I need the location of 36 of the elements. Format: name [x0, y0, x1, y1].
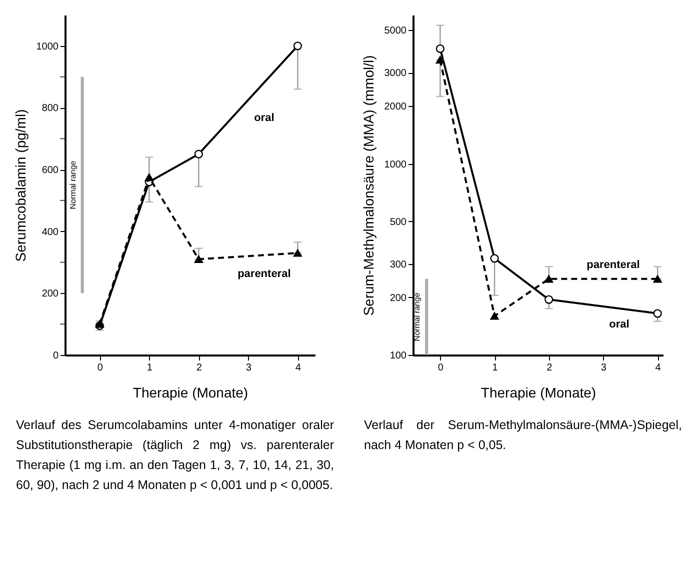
x-tick-label: 0: [97, 362, 104, 374]
series-label: oral: [609, 318, 630, 330]
y-axis-title: Serumcobalamin (pg/ml): [12, 109, 28, 262]
text: Normal range: [412, 292, 422, 342]
y-tick-label: 0: [52, 350, 59, 362]
series-label: oral: [254, 112, 274, 124]
text: Normal range: [68, 160, 78, 210]
x-tick-label: 3: [246, 362, 252, 374]
x-axis-title: Therapie (Monate): [132, 384, 248, 400]
y-tick-label: 3000: [384, 68, 407, 80]
y-tick-label: 600: [42, 165, 59, 176]
x-tick-label: 1: [492, 362, 498, 374]
y-tick-label: 500: [390, 216, 407, 228]
y-tick-label: 200: [42, 288, 59, 300]
x-tick-label: 4: [295, 362, 302, 374]
y-axis-title: Serum-Methylmalonsäure (MMA) (mmol/l): [360, 55, 376, 316]
y-tick-label: 800: [42, 103, 59, 114]
x-tick-label: 2: [196, 362, 202, 374]
x-tick-label: 0: [438, 362, 444, 374]
series-label: parenteral: [238, 268, 291, 280]
y-tick-label: 5000: [384, 26, 407, 37]
x-tick-label: 1: [146, 362, 153, 374]
y-tick-label: 1000: [36, 41, 59, 52]
x-axis-title: Therapie (Monate): [480, 384, 596, 400]
x-tick-label: 3: [600, 362, 607, 374]
x-tick-label: 4: [655, 362, 662, 374]
x-tick-label: 2: [546, 362, 553, 374]
y-tick-label: 400: [42, 226, 59, 238]
y-tick-label: 200: [390, 292, 407, 304]
y-tick-label: 100: [390, 350, 407, 362]
text: Verlauf der Serum-Methylmalonsäure-(MMA-)Spiegel, nach 4 Monaten p < 0,05.: [363, 417, 683, 454]
y-tick-label: 300: [390, 259, 407, 270]
series-label: parenteral: [586, 258, 640, 271]
y-tick-label: 2000: [384, 102, 407, 113]
text: Verlauf des Serumcolabamins unter 4-monatiger oraler Substitutionstherapie (täglich 2 mg) vs. parenteraler Therapie (1 mg i.m. an den Tagen 1, 3, 7, 10, 14, 21, 30, 60, 90), nach 2 und 4 Monaten p < 0,001 und p < 0,0005.: [15, 417, 335, 494]
y-tick-label: 1000: [384, 159, 407, 170]
